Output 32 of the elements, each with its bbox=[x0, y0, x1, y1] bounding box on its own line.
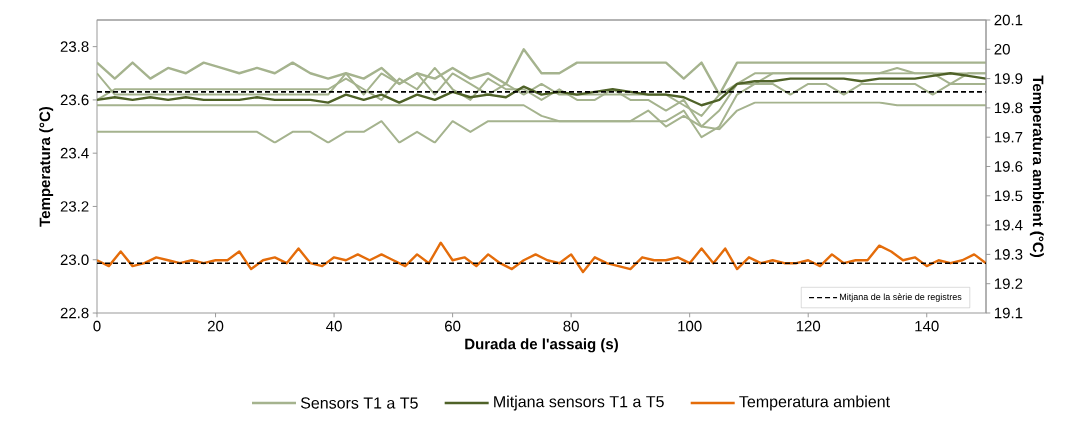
y2-tick-label: 19.3 bbox=[994, 249, 1023, 260]
y-tick-label: 23.4 bbox=[60, 147, 89, 159]
y-tick-label: 23.2 bbox=[60, 201, 89, 212]
x-tick-label: 40 bbox=[326, 320, 342, 332]
y-tick-label: 23.6 bbox=[60, 94, 89, 106]
y2-axis-title: Temperatura ambient (°C) bbox=[1029, 75, 1044, 257]
legend-label: Mitjana sensors T1 a T5 bbox=[494, 395, 664, 411]
y2-tick-label: 19.1 bbox=[994, 307, 1023, 319]
x-tick-label: 100 bbox=[678, 320, 702, 332]
x-tick-label: 80 bbox=[563, 320, 579, 332]
y2-tick-label: 20 bbox=[994, 43, 1010, 55]
legend-label: Sensors T1 a T5 bbox=[300, 397, 418, 409]
y-axis-title: Temperatura (°C) bbox=[39, 106, 54, 227]
legend-label: Temperatura ambient bbox=[739, 395, 890, 411]
x-tick-label: 120 bbox=[796, 320, 821, 332]
y2-tick-label: 19.7 bbox=[994, 131, 1023, 143]
y-tick-label: 22.8 bbox=[60, 307, 89, 319]
y2-tick-label: 19.4 bbox=[994, 219, 1023, 231]
x-tick-label: 60 bbox=[445, 320, 461, 332]
legend-label: Mitjana de la sèrie de registres bbox=[839, 293, 962, 302]
y2-tick-label: 20.1 bbox=[994, 14, 1023, 26]
x-tick-label: 20 bbox=[207, 320, 224, 332]
x-tick-label: 140 bbox=[915, 320, 939, 332]
x-axis-title: Durada de l'assaig (s) bbox=[465, 338, 618, 353]
x-tick-label: 0 bbox=[93, 320, 101, 332]
y2-tick-label: 19.6 bbox=[994, 161, 1023, 172]
y2-tick-label: 19.2 bbox=[994, 278, 1023, 289]
y-tick-label: 23.0 bbox=[60, 254, 89, 266]
y-tick-label: 23.8 bbox=[60, 41, 89, 52]
y2-tick-label: 19.5 bbox=[994, 190, 1023, 202]
y2-tick-label: 19.8 bbox=[994, 102, 1023, 114]
y2-tick-label: 19.9 bbox=[994, 73, 1023, 84]
